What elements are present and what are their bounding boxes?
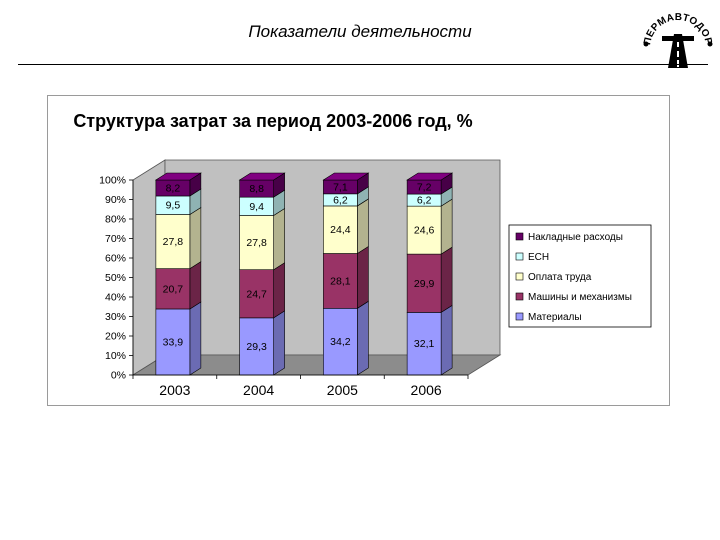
bar-segment-side [189,261,202,310]
bar-stack: 29,3 24,7 27,8 9,4 8,8 [238,172,286,376]
y-tick-label: 60% [105,253,126,265]
y-tick-label: 70% [105,233,126,245]
bar-segment-side [440,198,453,255]
bar-stack: 33,9 20,7 27,8 9,5 8,2 [154,172,202,376]
bar-segment-side [273,207,285,271]
data-label: 27,8 [246,237,267,249]
y-tick-label: 20% [105,331,126,343]
legend-swatch [515,312,524,321]
bar-top [154,172,202,181]
y-tick-label: 90% [105,194,126,206]
y-tick-label: 40% [105,292,126,304]
bar-segment [155,308,191,376]
bar-segment [406,253,442,313]
chart-title: Структура затрат за период 2003-2006 год… [73,111,472,131]
y-axis: 0% 10% 20% 30% 40% 50% 60% 70% 80% 90% 100% [99,175,134,382]
data-label: 24,7 [246,288,267,300]
x-tick-label: 2005 [327,382,358,398]
data-label: 7,1 [333,181,348,193]
bar-segment [239,269,274,319]
legend-box [508,224,652,328]
bar-segment [323,253,358,309]
legend-swatch [515,272,524,281]
bar-top [322,172,370,181]
bar-segment [406,205,442,255]
legend-swatch [515,232,524,241]
data-label: 32,1 [414,338,435,350]
legend-label: Накладные расходы [528,232,623,243]
y-tick-label: 30% [105,311,126,323]
data-label: 34,2 [330,336,351,348]
data-label: 24,4 [330,224,351,236]
data-label: 28,1 [330,275,351,287]
data-label: 33,9 [163,336,184,348]
bar-segment [323,205,358,254]
legend-label: Оплата труда [528,272,592,283]
data-label: 20,7 [163,283,184,295]
x-tick-label: 2003 [159,382,190,398]
bar-segment-side [357,300,369,376]
data-label: 6,2 [417,195,432,207]
bar-segment [155,268,191,310]
bar-segment-side [440,246,453,313]
legend-swatch [515,292,524,301]
data-label: 6,2 [333,194,348,206]
bar-segment-side [357,245,369,309]
data-label: 8,2 [166,182,181,194]
company-logo: ПЕРМАВТОДОР [642,12,713,68]
bar-series: 33,9 20,7 27,8 9,5 8,2 29,3 24,7 27,8 9,4 8,8 34,2… [154,172,454,376]
chart-area: Структура затрат за период 2003-2006 год… [47,95,670,406]
y-tick-label: 10% [105,350,126,362]
data-label: 8,8 [249,183,264,195]
bar-segment [239,317,274,376]
bar-segment-side [357,198,369,255]
legend-label: ЕСН [528,252,549,263]
x-axis: 2003 2004 2005 2006 [132,374,469,398]
stacked-bar-chart: Структура затрат за период 2003-2006 год… [73,111,652,398]
bar-segment-side [440,304,453,376]
bar-segment-side [273,310,285,376]
road-emblem-icon [643,34,713,68]
data-label: 24,6 [414,225,435,237]
bar-segment [239,215,274,270]
y-tick-label: 80% [105,214,126,226]
bar-top [238,172,286,181]
bar-stack: 32,1 29,9 24,6 6,27,2 [406,172,454,376]
legend-label: Машины и механизмы [528,292,632,303]
legend-label: Материалы [528,312,582,323]
y-tick-label: 100% [99,175,126,187]
y-tick-label: 0% [111,370,126,382]
bar-stack: 34,2 28,1 24,4 6,27,1 [322,172,370,376]
legend-swatch [515,252,524,261]
data-label: 27,8 [163,236,184,248]
x-tick-label: 2006 [411,382,442,398]
y-tick-label: 50% [105,272,126,284]
data-label: 29,3 [246,341,267,353]
data-label: 9,5 [166,200,181,212]
bar-segment [155,214,191,269]
x-tick-label: 2004 [243,382,274,398]
page-title: Показатели деятельности [248,22,472,41]
bar-segment-side [189,206,202,270]
data-label: 9,4 [249,201,264,213]
bar-top [406,172,454,181]
data-label: 29,9 [414,278,435,290]
legend: Накладные расходы ЕСН Оплата труда Машины и… [508,224,652,328]
header-divider [18,64,708,65]
data-label: 7,2 [417,182,432,194]
bar-segment-side [273,262,285,319]
bar-segment-side [189,301,202,376]
